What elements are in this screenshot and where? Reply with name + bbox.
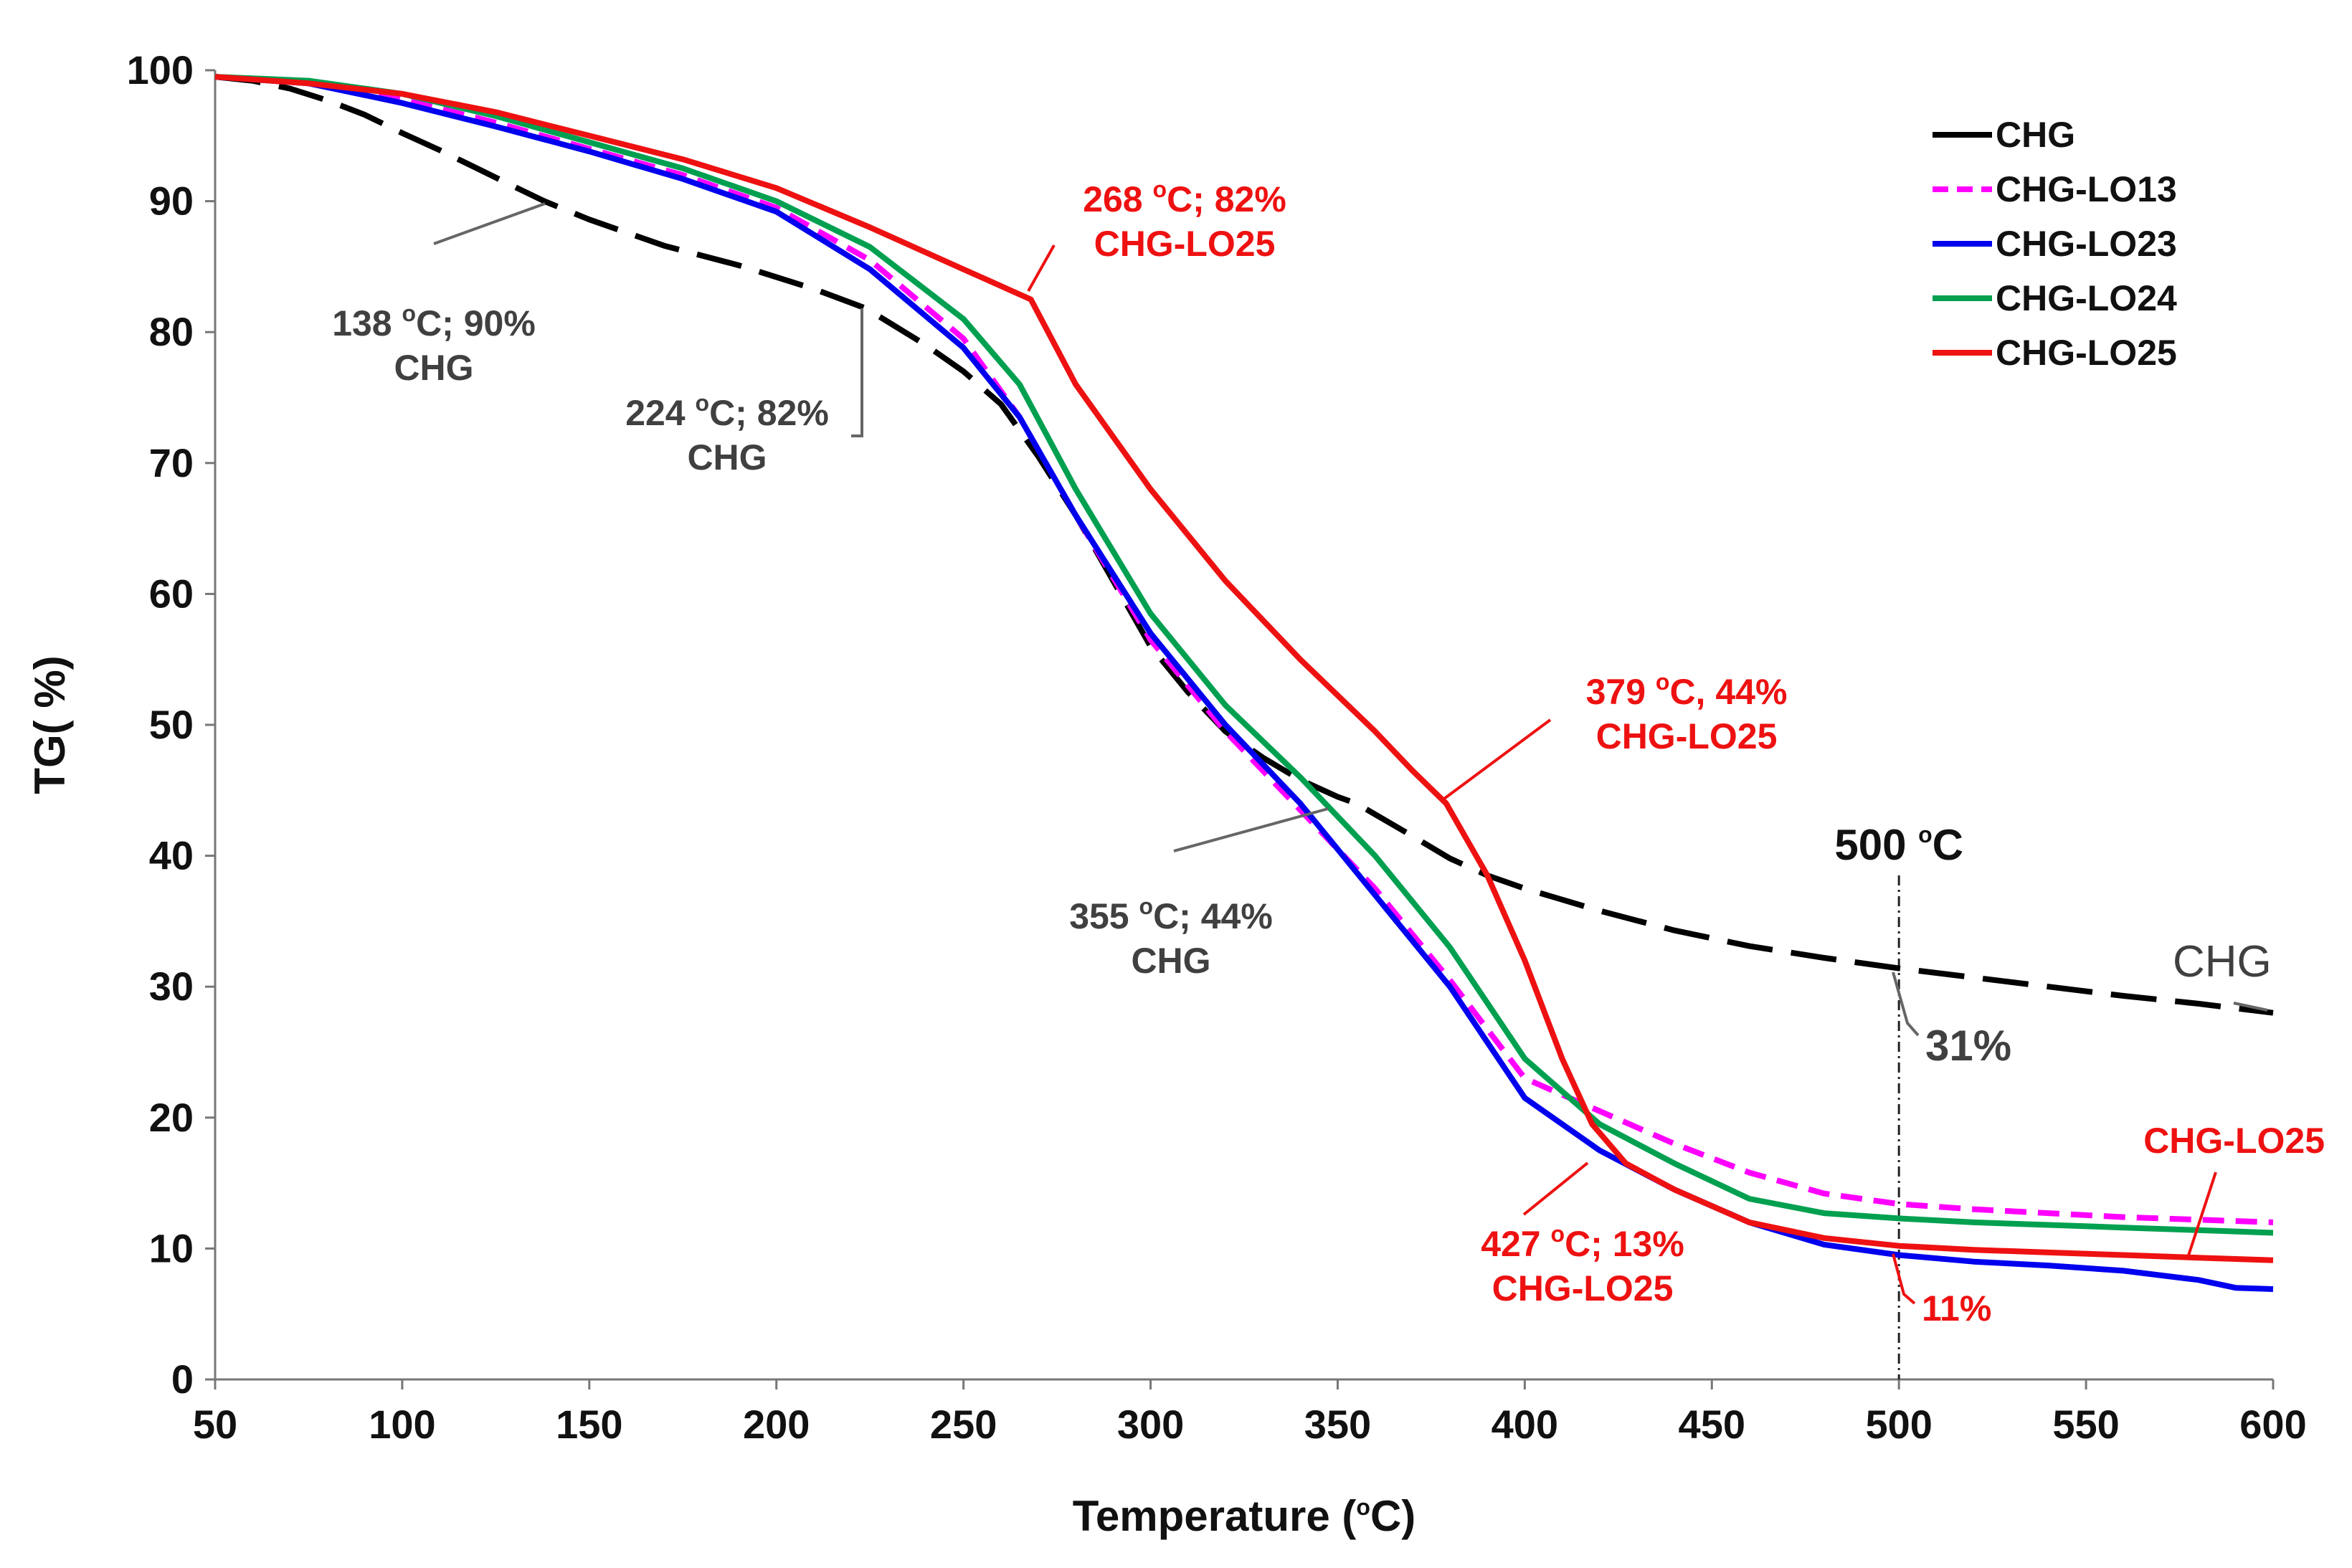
leader-lo25-end [2187,1172,2217,1256]
legend-label: CHG-LO23 [1996,224,2177,264]
x-tick-label: 50 [193,1402,237,1447]
series-layer [214,74,2274,1292]
svg-text:224 oC; 82%: 224 oC; 82% [625,390,829,433]
svg-text:CHG-LO25: CHG-LO25 [1596,716,1778,756]
y-tick-label: 0 [171,1356,194,1402]
x-tick-label: 200 [743,1402,810,1447]
annotation-379: 379 oC, 44% CHG-LO25 [1586,669,1788,756]
label-chg-end: CHG [2173,937,2272,987]
x-tick-label: 250 [930,1402,997,1447]
leader-chg-end [2233,1002,2268,1012]
svg-text:CHG-LO25: CHG-LO25 [1094,224,1276,264]
x-axis-title: Temperature (oC) [1073,1492,1416,1540]
y-tick-label: 30 [149,964,194,1009]
svg-text:355 oC; 44%: 355 oC; 44% [1069,893,1273,936]
x-tick-label: 100 [369,1402,435,1447]
y-tick-label: 50 [149,702,194,747]
series-line-chg-lo23 [214,74,2274,1292]
svg-text:CHG: CHG [394,348,473,388]
svg-text:CHG: CHG [1131,941,1210,981]
annotation-427: 427 oC; 13% CHG-LO25 [1481,1221,1684,1308]
annotation-355: 355 oC; 44% CHG [1069,893,1273,981]
legend-label: CHG-LO24 [1996,278,2177,318]
leader-11 [1892,1253,1916,1305]
y-tick-label: 60 [149,571,194,616]
series-line-chg-lo25 [214,74,2274,1263]
label-lo25-11: 11% [1922,1288,1991,1329]
x-tick-label: 150 [556,1402,622,1447]
x-tick-label: 400 [1492,1402,1558,1447]
x-tick-label: 600 [2239,1402,2306,1447]
x-ticks: 50 100 150 200 250 300 350 400 450 500 550 600 [193,1379,2307,1447]
svg-text:379 oC, 44%: 379 oC, 44% [1586,669,1788,712]
x-tick-label: 550 [2052,1402,2119,1447]
svg-text:138 oC; 90%: 138 oC; 90% [332,300,536,343]
y-tick-label: 90 [149,179,194,224]
x-tick-label: 450 [1679,1402,1745,1447]
y-tick-label: 70 [149,440,194,485]
svg-text:CHG: CHG [687,437,767,477]
y-ticks: 0 10 20 30 40 50 60 70 80 90 100 [127,47,215,1402]
y-tick-label: 80 [149,309,194,354]
leader-31 [1892,971,1920,1037]
leader-138 [433,202,546,245]
leader-268 [1027,244,1056,292]
leader-224 [851,308,863,437]
label-lo25-end: CHG-LO25 [2143,1121,2325,1161]
leader-379 [1443,718,1552,800]
legend-label: CHG [1996,115,2075,155]
leader-427 [1522,1161,1589,1216]
annotation-268: 268 oC; 82% CHG-LO25 [1083,176,1286,264]
marker-500-label: 500 oC [1834,821,1963,869]
y-tick-label: 10 [149,1225,194,1270]
x-tick-label: 300 [1117,1402,1184,1447]
y-tick-label: 100 [127,47,194,92]
label-chg-31: 31% [1925,1022,2011,1070]
x-tick-label: 350 [1304,1402,1371,1447]
leader-355 [1173,807,1329,852]
y-tick-label: 20 [149,1095,194,1140]
x-tick-label: 500 [1865,1402,1932,1447]
annotation-224: 224 oC; 82% CHG [625,390,829,477]
svg-text:268 oC; 82%: 268 oC; 82% [1083,176,1286,219]
series-line-chg-lo13 [214,74,2274,1225]
y-axis-title: TG( %) [26,655,74,794]
svg-text:CHG-LO25: CHG-LO25 [1492,1268,1674,1308]
annotation-leaders [433,202,2268,1305]
legend-label: CHG-LO13 [1996,169,2177,209]
annotation-138: 138 oC; 90% CHG [332,300,536,388]
y-tick-label: 40 [149,833,194,878]
svg-text:427 oC; 13%: 427 oC; 13% [1481,1221,1684,1264]
legend-label: CHG-LO25 [1996,333,2177,373]
series-line-chg-lo24 [214,74,2274,1236]
legend: CHG CHG-LO13 CHG-LO23 CHG-LO24 CHG-LO25 [1933,115,2177,373]
